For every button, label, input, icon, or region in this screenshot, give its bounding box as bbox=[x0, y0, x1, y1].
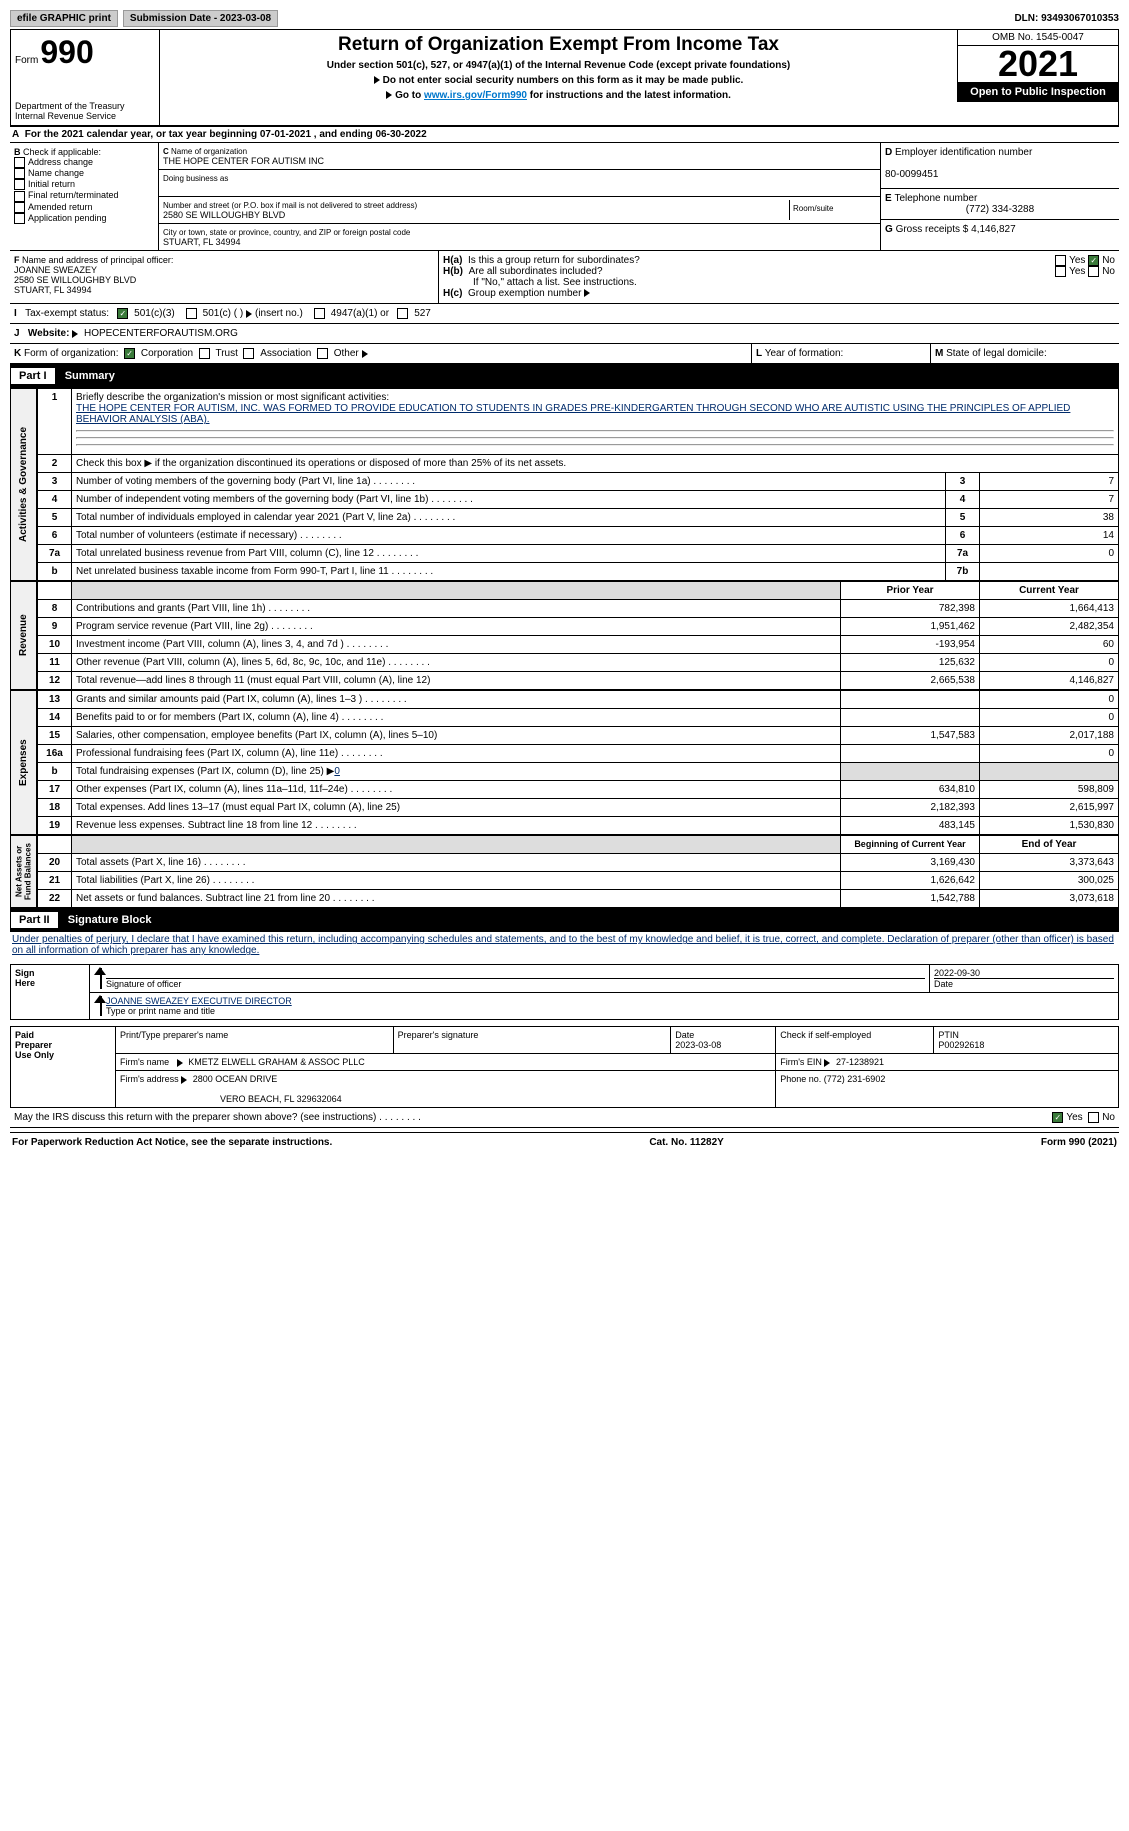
officer-name: JOANNE SWEAZEY bbox=[14, 265, 97, 275]
side-activities: Activities & Governance bbox=[10, 388, 37, 581]
discuss-line: May the IRS discuss this return with the… bbox=[10, 1108, 1119, 1128]
inst-1: Do not enter social security numbers on … bbox=[168, 75, 949, 86]
chk-final-return[interactable] bbox=[14, 191, 25, 202]
chk-corp[interactable] bbox=[124, 348, 135, 359]
chk-discuss-no[interactable] bbox=[1088, 1112, 1099, 1123]
chk-ha-no[interactable] bbox=[1088, 255, 1099, 266]
website: HOPECENTERFORAUTISM.ORG bbox=[84, 328, 238, 339]
chk-discuss-yes[interactable] bbox=[1052, 1112, 1063, 1123]
chk-4947[interactable] bbox=[314, 308, 325, 319]
org-city: STUART, FL 34994 bbox=[163, 237, 241, 247]
chk-trust[interactable] bbox=[199, 348, 210, 359]
inst-2: Go to www.irs.gov/Form990 for instructio… bbox=[168, 90, 949, 101]
part-1-header: Part I Summary bbox=[10, 364, 1119, 388]
side-net: Net Assets or Fund Balances bbox=[10, 835, 37, 908]
chk-hb-yes[interactable] bbox=[1055, 266, 1066, 277]
phone: (772) 334-3288 bbox=[885, 204, 1115, 215]
efile-badge: efile GRAPHIC print bbox=[10, 10, 118, 27]
chk-pending[interactable] bbox=[14, 213, 25, 224]
top-bar: efile GRAPHIC print Submission Date - 20… bbox=[10, 10, 1119, 27]
paid-preparer: Paid Preparer Use Only bbox=[11, 1027, 116, 1108]
chk-501c3[interactable] bbox=[117, 308, 128, 319]
chk-ha-yes[interactable] bbox=[1055, 255, 1066, 266]
line-k: K Form of organization: Corporation Trus… bbox=[10, 344, 751, 363]
chk-hb-no[interactable] bbox=[1088, 266, 1099, 277]
declaration: Under penalties of perjury, I declare th… bbox=[10, 932, 1119, 958]
firm-phone: (772) 231-6902 bbox=[824, 1074, 886, 1084]
side-revenue: Revenue bbox=[10, 581, 37, 690]
org-address: 2580 SE WILLOUGHBY BLVD bbox=[163, 210, 285, 220]
submission-date: Submission Date - 2023-03-08 bbox=[123, 10, 278, 27]
ptin: P00292618 bbox=[938, 1040, 984, 1050]
chk-name-change[interactable] bbox=[14, 168, 25, 179]
sign-here: Sign Here bbox=[11, 965, 90, 1020]
chk-assoc[interactable] bbox=[243, 348, 254, 359]
mission-text: THE HOPE CENTER FOR AUTISM, INC. WAS FOR… bbox=[76, 403, 1070, 425]
line-i: I Tax-exempt status: 501(c)(3) 501(c) ( … bbox=[10, 304, 1119, 324]
section-b: B Check if applicable: Address change Na… bbox=[10, 143, 159, 250]
form-subtitle: Under section 501(c), 527, or 4947(a)(1)… bbox=[168, 60, 949, 71]
ein: 80-0099451 bbox=[885, 169, 938, 180]
firm-ein: 27-1238921 bbox=[836, 1057, 884, 1067]
chk-527[interactable] bbox=[397, 308, 408, 319]
irs-link[interactable]: www.irs.gov/Form990 bbox=[424, 90, 527, 101]
chk-other[interactable] bbox=[317, 348, 328, 359]
form-label: Form bbox=[15, 55, 38, 66]
form-number: 990 bbox=[40, 34, 93, 70]
side-expenses: Expenses bbox=[10, 690, 37, 835]
part-2-header: Part II Signature Block bbox=[10, 908, 1119, 932]
tax-year: 2021 bbox=[958, 46, 1118, 82]
page-footer: For Paperwork Reduction Act Notice, see … bbox=[10, 1132, 1119, 1152]
chk-501c[interactable] bbox=[186, 308, 197, 319]
chk-initial-return[interactable] bbox=[14, 179, 25, 190]
gross-receipts: 4,146,827 bbox=[971, 224, 1016, 235]
line-a: A For the 2021 calendar year, or tax yea… bbox=[10, 126, 1119, 143]
chk-amended[interactable] bbox=[14, 202, 25, 213]
form-title: Return of Organization Exempt From Incom… bbox=[168, 34, 949, 56]
firm-name: KMETZ ELWELL GRAHAM & ASSOC PLLC bbox=[188, 1057, 365, 1067]
officer-sig-name: JOANNE SWEAZEY EXECUTIVE DIRECTOR bbox=[106, 996, 292, 1006]
dln: DLN: 93493067010353 bbox=[1014, 13, 1119, 24]
dept-text: Department of the Treasury Internal Reve… bbox=[15, 101, 155, 121]
chk-address-change[interactable] bbox=[14, 157, 25, 168]
line-j: J Website: HOPECENTERFORAUTISM.ORG bbox=[10, 324, 1119, 344]
org-name: THE HOPE CENTER FOR AUTISM INC bbox=[163, 156, 324, 166]
open-public: Open to Public Inspection bbox=[958, 82, 1118, 102]
